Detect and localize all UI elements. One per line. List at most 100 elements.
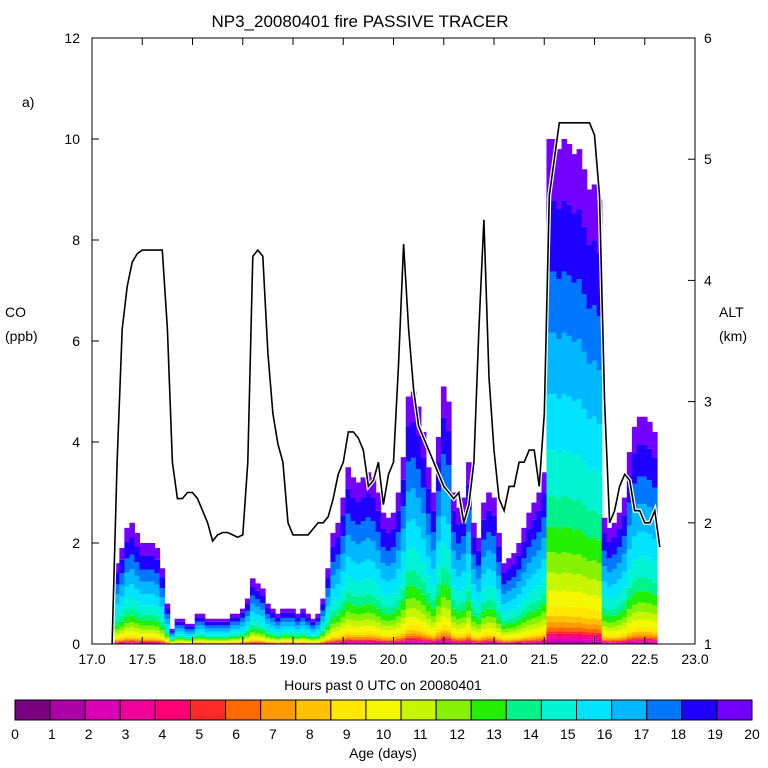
co-bar-segment [239, 617, 246, 623]
co-bar-segment [611, 554, 618, 570]
co-bar-segment [285, 617, 291, 623]
co-bar-segment [566, 616, 573, 623]
co-bar-segment [315, 613, 321, 618]
co-bar-segment [164, 636, 171, 639]
co-bar-segment [546, 627, 553, 632]
co-bar-segment [330, 628, 337, 633]
co-bar-segment [526, 547, 532, 564]
co-bar-segment [114, 584, 120, 595]
co-bar-segment [285, 639, 291, 641]
co-bar-segment [651, 641, 658, 643]
co-bar-segment [430, 642, 437, 644]
co-bar-segment [385, 636, 392, 639]
co-bar-segment [601, 566, 608, 582]
co-bar-segment [556, 149, 563, 210]
co-bar-segment [219, 618, 226, 622]
co-bar-segment [566, 553, 573, 574]
co-bar-segment [305, 625, 311, 629]
co-bar-segment [531, 642, 538, 644]
co-bar-segment [405, 609, 412, 618]
co-bar-segment [591, 416, 598, 468]
co-bar-segment [556, 454, 563, 500]
co-bar-segment [430, 599, 437, 609]
co-bar-segment [561, 631, 568, 634]
co-bar-segment [330, 641, 337, 643]
co-bar-segment [380, 625, 387, 631]
co-bar-segment [641, 531, 648, 557]
co-bar-segment [556, 399, 563, 455]
co-bar-segment [541, 559, 548, 579]
co-bar-segment [450, 638, 457, 641]
co-bar-segment [375, 616, 382, 623]
co-bar-segment [244, 610, 251, 616]
co-bar-segment [471, 522, 477, 538]
co-bar-segment [305, 632, 311, 636]
co-bar-segment [440, 417, 447, 455]
co-bar-segment [435, 606, 442, 615]
co-bar-segment [255, 626, 261, 630]
co-bar-segment [476, 537, 482, 551]
co-bar-segment [380, 641, 387, 643]
co-bar-segment [184, 626, 191, 630]
co-bar-segment [430, 608, 437, 617]
co-bar-segment [244, 621, 251, 627]
co-bar-segment [611, 634, 618, 638]
co-bar-segment [481, 602, 487, 612]
co-bar-segment [651, 627, 658, 633]
co-bar-segment [355, 639, 362, 641]
co-bar-segment [149, 543, 156, 556]
co-bar-segment [456, 636, 462, 639]
co-bar-segment [536, 627, 543, 633]
co-bar-segment [646, 634, 653, 637]
co-bar-segment [601, 642, 608, 644]
co-bar-segment [290, 633, 296, 636]
co-bar-segment [129, 642, 136, 643]
co-bar-segment [390, 593, 397, 606]
co-bar-segment [310, 618, 316, 622]
co-bar-segment [641, 634, 648, 637]
co-bar-segment [189, 629, 196, 632]
co-bar-segment [189, 631, 196, 634]
co-bar-segment [169, 636, 176, 639]
co-bar-segment [184, 638, 191, 640]
co-bar-segment [631, 453, 638, 484]
co-bar-segment [214, 642, 221, 643]
co-bar-segment [501, 625, 507, 630]
co-bar-segment [280, 633, 286, 636]
co-bar-segment [646, 578, 653, 593]
co-bar-segment [611, 637, 618, 639]
co-bar-segment [531, 539, 538, 557]
co-bar-segment [531, 641, 538, 642]
co-bar-segment [249, 640, 256, 642]
co-bar-segment [119, 548, 125, 560]
co-bar-segment [124, 642, 130, 644]
co-bar-segment [531, 637, 538, 640]
co-bar-segment [149, 555, 156, 570]
co-bar-segment [606, 637, 613, 639]
co-bar-segment [616, 547, 623, 564]
co-bar-segment [159, 577, 166, 589]
co-bar-segment [601, 621, 608, 627]
co-bar-segment [556, 622, 563, 628]
co-bar-segment [651, 621, 658, 628]
co-bar-segment [430, 632, 437, 636]
co-bar-segment [450, 642, 457, 644]
x-tick-label: 21.0 [480, 651, 507, 667]
co-bar-segment [199, 638, 206, 640]
co-bar-segment [626, 629, 633, 634]
co-bar-segment [641, 444, 648, 477]
co-bar-segment [315, 621, 321, 626]
colorbar-swatch [49, 699, 86, 721]
co-bar-segment [621, 628, 628, 633]
co-bar-segment [471, 626, 477, 632]
co-bar-segment [445, 587, 452, 600]
co-bar-segment [476, 640, 482, 642]
co-bar-segment [586, 308, 593, 364]
co-bar-segment [536, 635, 543, 638]
co-bar-segment [501, 584, 507, 595]
co-bar-segment [335, 631, 342, 635]
co-bar-segment [626, 640, 633, 642]
co-bar-segment [591, 618, 598, 625]
co-bar-segment [124, 635, 130, 638]
co-bar-segment [154, 639, 161, 641]
